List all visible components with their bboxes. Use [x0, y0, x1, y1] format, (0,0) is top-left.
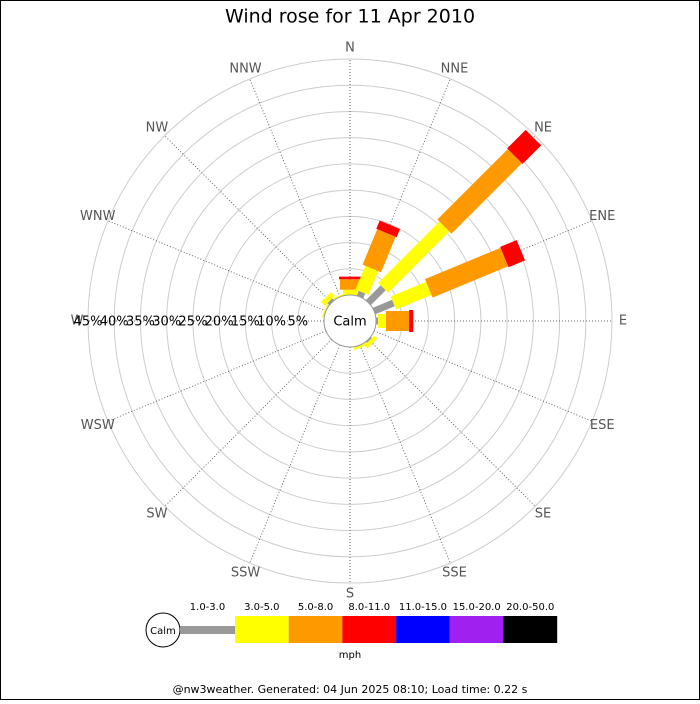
direction-label: E	[619, 314, 627, 329]
legend-swatch	[180, 626, 235, 634]
legend-swatch	[342, 616, 397, 643]
calm-label: Calm	[333, 315, 366, 330]
legend-label: 3.0-5.0	[244, 602, 279, 613]
legend-label: 15.0-20.0	[453, 602, 501, 613]
bar-segment	[390, 281, 432, 310]
direction-label: SE	[535, 507, 551, 522]
bar-segment	[327, 298, 335, 306]
bar-segment	[378, 314, 386, 328]
legend-swatch	[449, 616, 504, 643]
direction-label: NNE	[441, 61, 469, 76]
bar-segment	[437, 149, 522, 234]
spoke	[107, 330, 327, 422]
spoke	[249, 344, 341, 564]
r-tick-label: 35%	[126, 315, 155, 330]
bar-segment	[385, 311, 410, 331]
grid-ring	[113, 84, 587, 558]
spoke	[359, 344, 451, 564]
legend-label: 5.0-8.0	[298, 602, 333, 613]
spoke	[164, 339, 332, 507]
spoke	[164, 135, 332, 303]
r-tick-label: 30%	[152, 315, 181, 330]
bar-segment	[376, 317, 379, 325]
spoke	[373, 330, 593, 422]
bar-segment	[332, 292, 347, 300]
r-tick-label: 15%	[231, 315, 260, 330]
direction-label: S	[346, 587, 354, 602]
direction-label: W	[71, 314, 84, 329]
legend-label: 20.0-50.0	[506, 602, 554, 613]
legend-label: 11.0-15.0	[399, 602, 447, 613]
legend-label: 1.0-3.0	[190, 602, 225, 613]
direction-label: SSW	[231, 566, 261, 581]
bar-segment	[364, 335, 378, 349]
legend-swatch	[503, 616, 558, 643]
direction-label: N	[345, 41, 355, 56]
bar-segment	[321, 303, 329, 318]
r-tick-label: 25%	[178, 315, 207, 330]
bar-segment	[365, 336, 372, 343]
bar-segment	[343, 289, 357, 295]
spoke	[368, 339, 536, 507]
legend-swatch	[288, 616, 343, 643]
direction-label: WNW	[80, 209, 116, 224]
legend-unit: mph	[339, 650, 361, 661]
bar-segment	[372, 299, 395, 315]
r-tick-label: 45%	[74, 315, 103, 330]
direction-label: SSE	[442, 566, 467, 581]
bar-segment	[340, 279, 360, 290]
bar-segment	[321, 292, 335, 306]
r-tick-label: 10%	[257, 315, 286, 330]
direction-label: SW	[146, 507, 167, 522]
calm-circle	[323, 294, 377, 348]
r-tick-label: 40%	[100, 315, 129, 330]
legend-swatch	[235, 616, 289, 643]
grid-ring	[218, 189, 482, 453]
direction-label: WSW	[81, 418, 115, 433]
legend-swatch	[396, 616, 450, 643]
direction-label: NE	[534, 120, 552, 135]
bar-segment	[365, 285, 386, 306]
legend-calm-label: Calm	[150, 626, 176, 637]
r-tick-label: 20%	[205, 315, 234, 330]
bar-segment	[409, 310, 414, 332]
direction-label: ESE	[590, 418, 615, 433]
footer: @nw3weather. Generated: 04 Jun 2025 08:1…	[173, 683, 528, 696]
grid-ring	[87, 58, 613, 584]
chart-title: Wind rose for 11 Apr 2010	[225, 6, 475, 28]
bar-segment	[378, 221, 450, 293]
bar-segment	[424, 247, 509, 298]
bar-segment	[500, 240, 526, 268]
direction-label: NNW	[229, 61, 261, 76]
direction-label: NW	[146, 120, 169, 135]
bar-segment	[353, 342, 368, 351]
grid-ring	[271, 242, 429, 400]
bar-segment	[376, 220, 401, 238]
bar-segment	[362, 229, 396, 273]
spoke	[107, 220, 327, 312]
grid-ring	[192, 163, 508, 479]
bar-segment	[355, 265, 379, 295]
grid-ring	[166, 137, 534, 505]
direction-label: ENE	[589, 209, 615, 224]
r-tick-label: 5%	[287, 315, 308, 330]
bar-segment	[507, 129, 542, 164]
legend-label: 8.0-11.0	[348, 602, 390, 613]
spoke	[249, 78, 341, 298]
bar-segment	[339, 276, 361, 280]
